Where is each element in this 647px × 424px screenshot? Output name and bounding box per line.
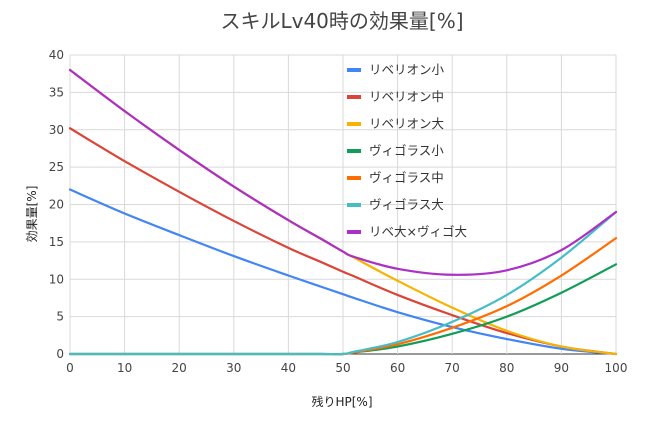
y-tick-label: 10 xyxy=(49,272,64,286)
legend-label: ヴィゴラス小 xyxy=(369,143,444,158)
x-tick-label: 70 xyxy=(445,361,460,375)
legend-label: リベリオン小 xyxy=(369,62,445,77)
y-axis-title: 効果量[%] xyxy=(24,186,39,243)
chart-title: スキルLv40時の効果量[%] xyxy=(220,9,463,33)
y-tick-label: 5 xyxy=(56,310,64,324)
legend-swatch xyxy=(347,176,361,180)
legend-swatch xyxy=(347,68,361,72)
legend-label: リベリオン大 xyxy=(369,116,444,131)
legend: リベリオン小リベリオン中リベリオン大ヴィゴラス小ヴィゴラス中ヴィゴラス大リベ大×… xyxy=(347,62,467,239)
x-tick-label: 60 xyxy=(390,361,405,375)
legend-swatch xyxy=(347,149,361,153)
x-tick-label: 20 xyxy=(172,361,187,375)
x-tick-label: 0 xyxy=(66,361,74,375)
x-tick-label: 50 xyxy=(335,361,350,375)
x-tick-label: 40 xyxy=(281,361,296,375)
x-tick-label: 100 xyxy=(605,361,628,375)
y-tick-label: 30 xyxy=(49,123,64,137)
legend-swatch xyxy=(347,230,361,234)
y-tick-label: 0 xyxy=(56,347,64,361)
y-tick-label: 40 xyxy=(49,48,64,62)
legend-swatch xyxy=(347,95,361,99)
y-tick-label: 15 xyxy=(49,235,64,249)
x-axis-title: 残りHP[%] xyxy=(311,395,372,409)
legend-label: ヴィゴラス中 xyxy=(369,170,444,185)
grid xyxy=(70,55,616,354)
legend-swatch xyxy=(347,203,361,207)
y-tick-label: 20 xyxy=(49,198,64,212)
x-tick-label: 90 xyxy=(554,361,569,375)
legend-label: ヴィゴラス大 xyxy=(369,197,444,212)
x-tick-label: 10 xyxy=(117,361,132,375)
x-tick-label: 80 xyxy=(499,361,514,375)
legend-label: リベ大×ヴィゴ大 xyxy=(369,224,467,239)
y-tick-label: 25 xyxy=(49,160,64,174)
axes: 0 5 10 15 20 25 30 35 40 0 10 20 30 40 50 60 70 80 90 100 xyxy=(49,48,628,375)
y-tick-label: 35 xyxy=(49,85,64,99)
legend-label: リベリオン中 xyxy=(369,89,444,104)
x-tick-label: 30 xyxy=(226,361,241,375)
legend-swatch xyxy=(347,122,361,126)
